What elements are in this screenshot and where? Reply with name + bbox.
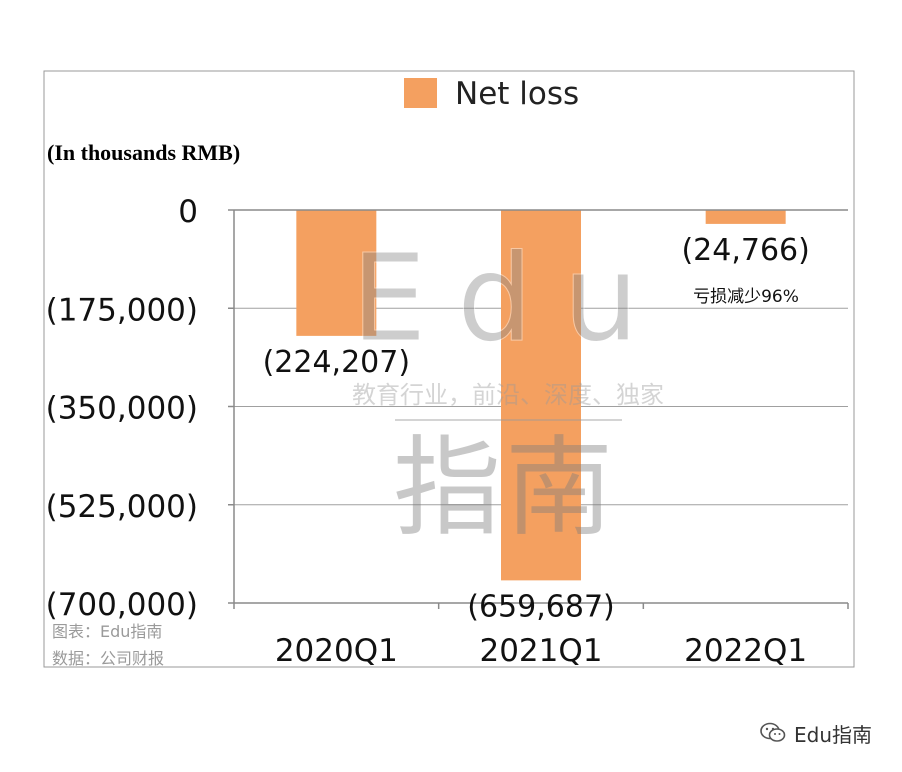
- bar-2021Q1: [501, 210, 581, 581]
- x-tick-label: 2022Q1: [684, 633, 807, 669]
- data-label: (24,766): [681, 233, 809, 268]
- x-tick-label: 2020Q1: [275, 633, 398, 669]
- y-tick-labels: 0 (175,000) (350,000) (525,000) (700,000): [46, 194, 198, 623]
- footer-brand-label: Edu指南: [794, 722, 873, 747]
- x-tick-label: 2021Q1: [479, 633, 602, 669]
- y-tick-label: (350,000): [46, 391, 198, 427]
- watermark-cn: 指南: [393, 426, 617, 551]
- y-tick-label: (175,000): [46, 292, 198, 328]
- legend-swatch: [404, 78, 437, 108]
- bars: [296, 210, 786, 581]
- data-labels: (224,207) (659,687) (24,766): [263, 233, 810, 624]
- footer-brand: Edu指南: [760, 716, 872, 750]
- y-tick-label: 0: [178, 194, 198, 230]
- data-label: (224,207): [263, 345, 410, 380]
- y-tick-label: (525,000): [46, 489, 198, 525]
- watermark-subtitle: 教育行业，前沿、深度、独家: [352, 381, 664, 409]
- chart-source-credit: 图表：Edu指南: [52, 622, 162, 641]
- data-source-credit: 数据：公司财报: [52, 649, 164, 668]
- chart-border: [43, 70, 855, 668]
- legend-label: Net loss: [455, 76, 579, 112]
- bar-2022Q1: [705, 210, 786, 224]
- legend: Net loss: [404, 76, 579, 112]
- y-tick-label: (700,000): [46, 587, 198, 623]
- axes: [228, 209, 849, 609]
- data-label: (659,687): [467, 589, 614, 624]
- wechat-icon: [760, 722, 786, 742]
- unit-label: (In thousands RMB): [47, 140, 240, 165]
- bar-2020Q1: [296, 210, 377, 336]
- watermark: Edu 教育行业，前沿、深度、独家 指南: [350, 230, 669, 552]
- annotation: 亏损减少96%: [693, 287, 799, 307]
- watermark-title: Edu: [351, 230, 669, 369]
- x-tick-labels: 2020Q1 2021Q1 2022Q1: [275, 633, 807, 669]
